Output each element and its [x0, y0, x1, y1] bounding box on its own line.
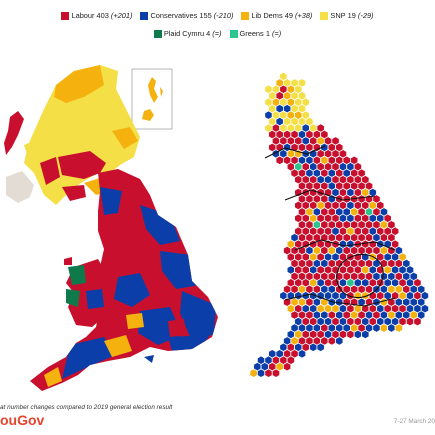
constituency-hex	[249, 368, 258, 378]
hex-cartogram	[249, 71, 430, 378]
boundary-northern-england	[284, 189, 376, 201]
shetland-islands	[148, 77, 163, 103]
orkney-islands	[142, 109, 154, 121]
legend-label-plaid: Plaid Cymru	[163, 29, 205, 38]
southwest-conservative	[62, 337, 116, 379]
constituency-hex	[361, 329, 370, 340]
legend-label-snp: SNP	[330, 11, 346, 20]
legend-swatch-conservatives	[140, 11, 149, 20]
constituency-hex	[316, 342, 325, 353]
constituency-hex	[283, 361, 292, 372]
scotland-labour-west	[40, 157, 60, 185]
legend-change-snp: (-29)	[357, 11, 374, 20]
footnote: at number changes compared to 2019 gener…	[0, 404, 173, 411]
legend-label-libdems: Lib Dems	[251, 11, 283, 20]
legend-row-2: Plaid Cymru 4 (=) Greens 1 (=)	[0, 29, 435, 38]
legend-item-snp: SNP 19 (-29)	[320, 11, 374, 20]
legend-seats-greens: 1	[265, 29, 270, 38]
western-isles	[4, 111, 24, 155]
wales-plaid-west	[66, 289, 80, 307]
constituency-hex	[372, 323, 381, 333]
midlands-conservative	[114, 273, 150, 307]
geographic-map	[4, 65, 218, 391]
isle-of-wight	[144, 355, 154, 363]
constituency-hex	[346, 329, 355, 340]
constituency-hex	[387, 323, 396, 333]
cornwall-libdem	[44, 367, 62, 387]
constituency-hex	[379, 323, 389, 333]
constituency-hex	[264, 368, 273, 378]
legend-change-greens: (=)	[271, 29, 282, 38]
constituency-hex	[405, 316, 415, 327]
constituency-hex	[327, 336, 336, 346]
legend-label-labour: Labour	[71, 11, 95, 20]
legend-seats-conservatives: 155	[199, 11, 212, 20]
yougov-logo: ouGov	[0, 412, 45, 428]
scotland-labour-central	[58, 151, 106, 179]
scotland-labour-borders	[62, 185, 86, 201]
legend-seats-plaid: 4	[206, 29, 211, 38]
east-anglia-conservative	[180, 291, 216, 337]
region-boundaries	[264, 145, 396, 307]
northern-ireland	[6, 171, 34, 203]
constituency-hex	[335, 336, 344, 346]
southeast-conservative	[168, 335, 210, 351]
constituency-hex	[297, 349, 307, 359]
london-labour	[168, 319, 186, 337]
legend-label-greens: Greens	[239, 29, 264, 38]
constituency-hex	[394, 323, 403, 333]
north-conservative-patch	[100, 187, 122, 215]
legend-row-1: Labour 403 (+201) Conservatives 155 (-210)…	[0, 11, 435, 20]
legend-seats-labour: 403	[96, 11, 109, 20]
hex-tiles	[249, 71, 430, 378]
legend-change-plaid: (=)	[212, 29, 222, 38]
constituency-hex	[271, 368, 281, 378]
scotland-libdem-east	[112, 127, 138, 149]
legend-change-libdems: (+38)	[294, 11, 313, 20]
legend-item-greens: Greens 1 (=)	[229, 29, 282, 38]
legend-swatch-snp	[320, 11, 329, 20]
constituency-hex	[275, 155, 284, 166]
oxfordshire-libdem	[126, 313, 144, 329]
scotland-libdem-north	[54, 65, 104, 103]
legend-item-libdems: Lib Dems 49 (+38)	[241, 11, 312, 20]
wales-plaid-north	[68, 265, 86, 285]
fieldwork-date: 7-27 March 20	[393, 418, 435, 425]
legend-item-labour: Labour 403 (+201)	[61, 11, 132, 20]
legend-seats-snp: 19	[347, 11, 356, 20]
constituency-hex	[256, 368, 266, 378]
legend-swatch-libdems	[241, 11, 250, 20]
constituency-hex	[413, 316, 422, 327]
boundary-midlands	[294, 239, 396, 251]
boundary-south	[284, 293, 396, 307]
southwest-libdem	[104, 335, 132, 357]
legend-item-plaid: Plaid Cymru 4 (=)	[153, 29, 222, 38]
legend-swatch-greens	[229, 29, 238, 38]
legend-change-conservatives: (-210)	[213, 11, 234, 20]
boundary-scotland-england	[264, 145, 326, 159]
boundary-london	[336, 253, 384, 298]
legend-item-conservatives: Conservatives 155 (-210)	[140, 11, 233, 20]
legend-swatch-plaid	[153, 29, 162, 38]
constituency-hex	[309, 342, 318, 353]
wales-conservative	[86, 289, 104, 309]
legend-swatch-labour	[61, 11, 70, 20]
legend-change-labour: (+201)	[110, 11, 133, 20]
legend-label-conservatives: Conservatives	[150, 11, 198, 20]
constituency-hex	[353, 329, 363, 340]
legend-seats-libdems: 49	[284, 11, 293, 20]
anglesey	[64, 257, 72, 265]
